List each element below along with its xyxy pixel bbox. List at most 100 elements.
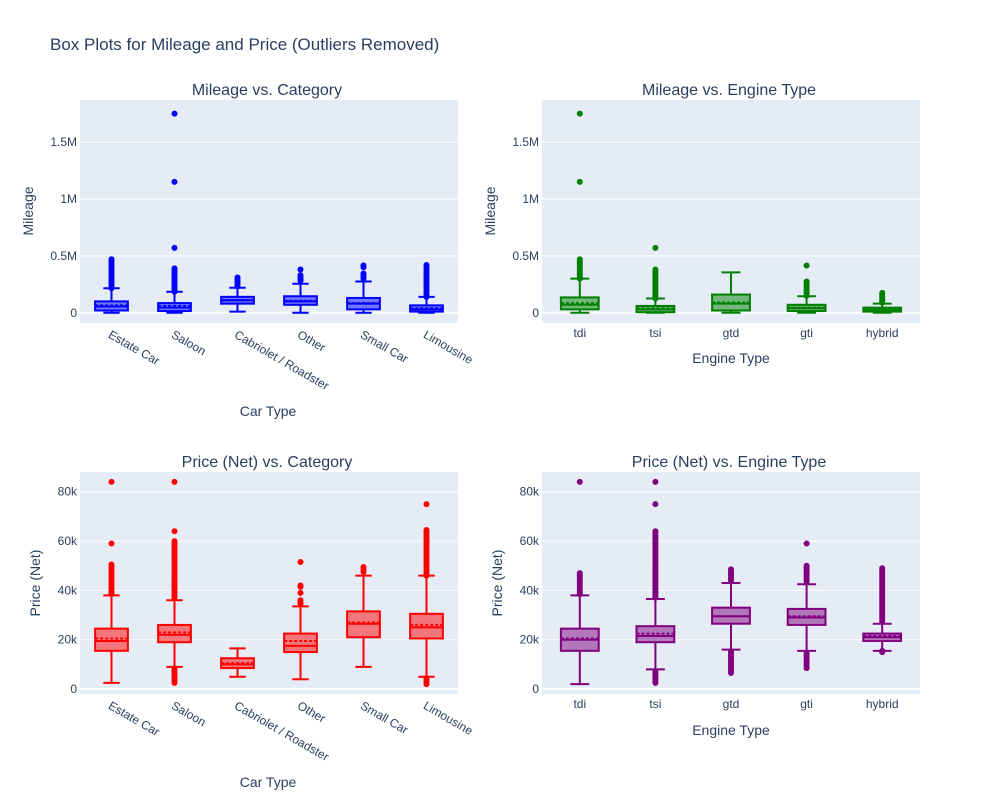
x-axis-label: Car Type bbox=[240, 774, 297, 790]
y-tick-label: 1M bbox=[522, 192, 539, 206]
outlier-point bbox=[803, 262, 810, 269]
x-tick-label: tsi bbox=[649, 326, 661, 340]
outlier-point bbox=[728, 577, 734, 584]
y-tick-label: 80k bbox=[520, 485, 540, 499]
outlier-point bbox=[803, 292, 810, 299]
x-tick-label: Limousine bbox=[421, 698, 476, 738]
figure-title: Box Plots for Mileage and Price (Outlier… bbox=[50, 35, 439, 54]
box-tdi bbox=[559, 110, 600, 314]
box-tdi bbox=[559, 478, 600, 686]
x-tick-label: gti bbox=[800, 697, 813, 711]
x-tick-label: Saloon bbox=[169, 698, 208, 729]
box-estate-car bbox=[94, 256, 129, 314]
y-tick-label: 60k bbox=[58, 534, 78, 548]
y-tick-label: 20k bbox=[58, 633, 78, 647]
y-tick-label: 40k bbox=[58, 583, 78, 597]
outlier-point bbox=[576, 591, 583, 598]
box-gti bbox=[786, 262, 827, 314]
subplot-title: Mileage vs. Engine Type bbox=[642, 82, 816, 99]
y-tick-label: 0.5M bbox=[50, 249, 77, 263]
box-gtd bbox=[711, 566, 751, 677]
y-tick-label: 1M bbox=[60, 192, 77, 206]
subplot-price-vs-engine-type: Price (Net) vs. Engine Type Engine Type … bbox=[489, 454, 920, 738]
y-tick-label: 0 bbox=[70, 682, 77, 696]
outlier-point bbox=[576, 178, 583, 185]
box-small-car bbox=[346, 563, 381, 668]
outlier-point bbox=[297, 589, 304, 596]
outlier-point bbox=[297, 266, 304, 273]
y-axis-label: Mileage bbox=[20, 186, 36, 235]
box-gti bbox=[786, 540, 827, 672]
x-tick-label: gti bbox=[800, 326, 813, 340]
box-cabriolet-roadster bbox=[220, 274, 255, 313]
plot-area bbox=[80, 472, 458, 694]
plot-area bbox=[80, 100, 458, 323]
y-axis-label: Price (Net) bbox=[27, 550, 43, 617]
box-limousine bbox=[409, 501, 444, 688]
outlier-point bbox=[297, 277, 304, 284]
x-axis-label: Engine Type bbox=[692, 722, 770, 738]
box-cabriolet-roadster bbox=[220, 647, 255, 678]
box-gtd bbox=[711, 271, 751, 314]
outlier-point bbox=[576, 275, 583, 282]
outlier-point bbox=[423, 572, 430, 579]
subplot-title: Mileage vs. Category bbox=[192, 82, 342, 99]
x-tick-label: Estate Car bbox=[106, 327, 162, 367]
iqr-box bbox=[283, 632, 318, 654]
outlier-point bbox=[803, 540, 810, 547]
outlier-point bbox=[803, 665, 810, 672]
outlier-point bbox=[360, 262, 367, 269]
outlier-point bbox=[652, 244, 659, 251]
outlier-point bbox=[360, 568, 367, 575]
outlier-point bbox=[108, 591, 115, 598]
box-limousine bbox=[409, 261, 444, 314]
box-other bbox=[283, 559, 318, 681]
x-tick-label: tdi bbox=[573, 326, 586, 340]
outlier-point bbox=[879, 618, 886, 625]
outlier-point bbox=[171, 110, 178, 117]
outlier-point bbox=[879, 299, 886, 306]
x-axis-label: Car Type bbox=[240, 403, 297, 419]
outlier-point bbox=[576, 478, 583, 485]
outlier-point bbox=[423, 681, 430, 688]
box-hybrid bbox=[862, 565, 903, 656]
y-tick-label: 40k bbox=[520, 583, 540, 597]
box-small-car bbox=[346, 262, 381, 314]
outlier-point bbox=[652, 594, 659, 601]
outlier-point bbox=[234, 283, 241, 290]
outlier-point bbox=[297, 559, 304, 566]
x-tick-label: Small Car bbox=[358, 327, 411, 365]
box-hybrid bbox=[862, 289, 903, 314]
x-axis-label: Engine Type bbox=[692, 350, 770, 366]
outlier-point bbox=[297, 600, 304, 607]
box-tsi bbox=[635, 244, 676, 314]
outlier-point bbox=[360, 275, 367, 282]
outlier-point bbox=[171, 244, 178, 251]
outlier-point bbox=[423, 293, 430, 300]
y-tick-label: 0 bbox=[532, 306, 539, 320]
y-tick-label: 0 bbox=[532, 682, 539, 696]
y-axis-label: Price (Net) bbox=[489, 550, 505, 617]
x-tick-label: tsi bbox=[649, 697, 661, 711]
outlier-point bbox=[423, 501, 430, 508]
y-tick-label: 20k bbox=[520, 633, 540, 647]
x-tick-label: gtd bbox=[723, 697, 740, 711]
outlier-point bbox=[652, 679, 659, 686]
y-tick-label: 0.5M bbox=[512, 249, 539, 263]
y-tick-label: 60k bbox=[520, 534, 540, 548]
outlier-point bbox=[297, 582, 304, 589]
subplot-mileage-vs-category: Mileage vs. Category Car Type Mileage 0 0… bbox=[20, 82, 476, 419]
x-tick-label: Limousine bbox=[421, 327, 476, 367]
box-tsi bbox=[635, 478, 676, 686]
box-estate-car bbox=[94, 478, 129, 684]
outlier-point bbox=[171, 178, 178, 185]
y-tick-label: 1.5M bbox=[50, 135, 77, 149]
x-tick-label: Other bbox=[295, 327, 328, 354]
x-tick-label: Other bbox=[295, 698, 328, 725]
x-tick-label: Saloon bbox=[169, 327, 208, 358]
outlier-point bbox=[171, 288, 178, 295]
outlier-point bbox=[879, 649, 886, 656]
iqr-box bbox=[157, 623, 192, 644]
outlier-point bbox=[108, 478, 115, 485]
